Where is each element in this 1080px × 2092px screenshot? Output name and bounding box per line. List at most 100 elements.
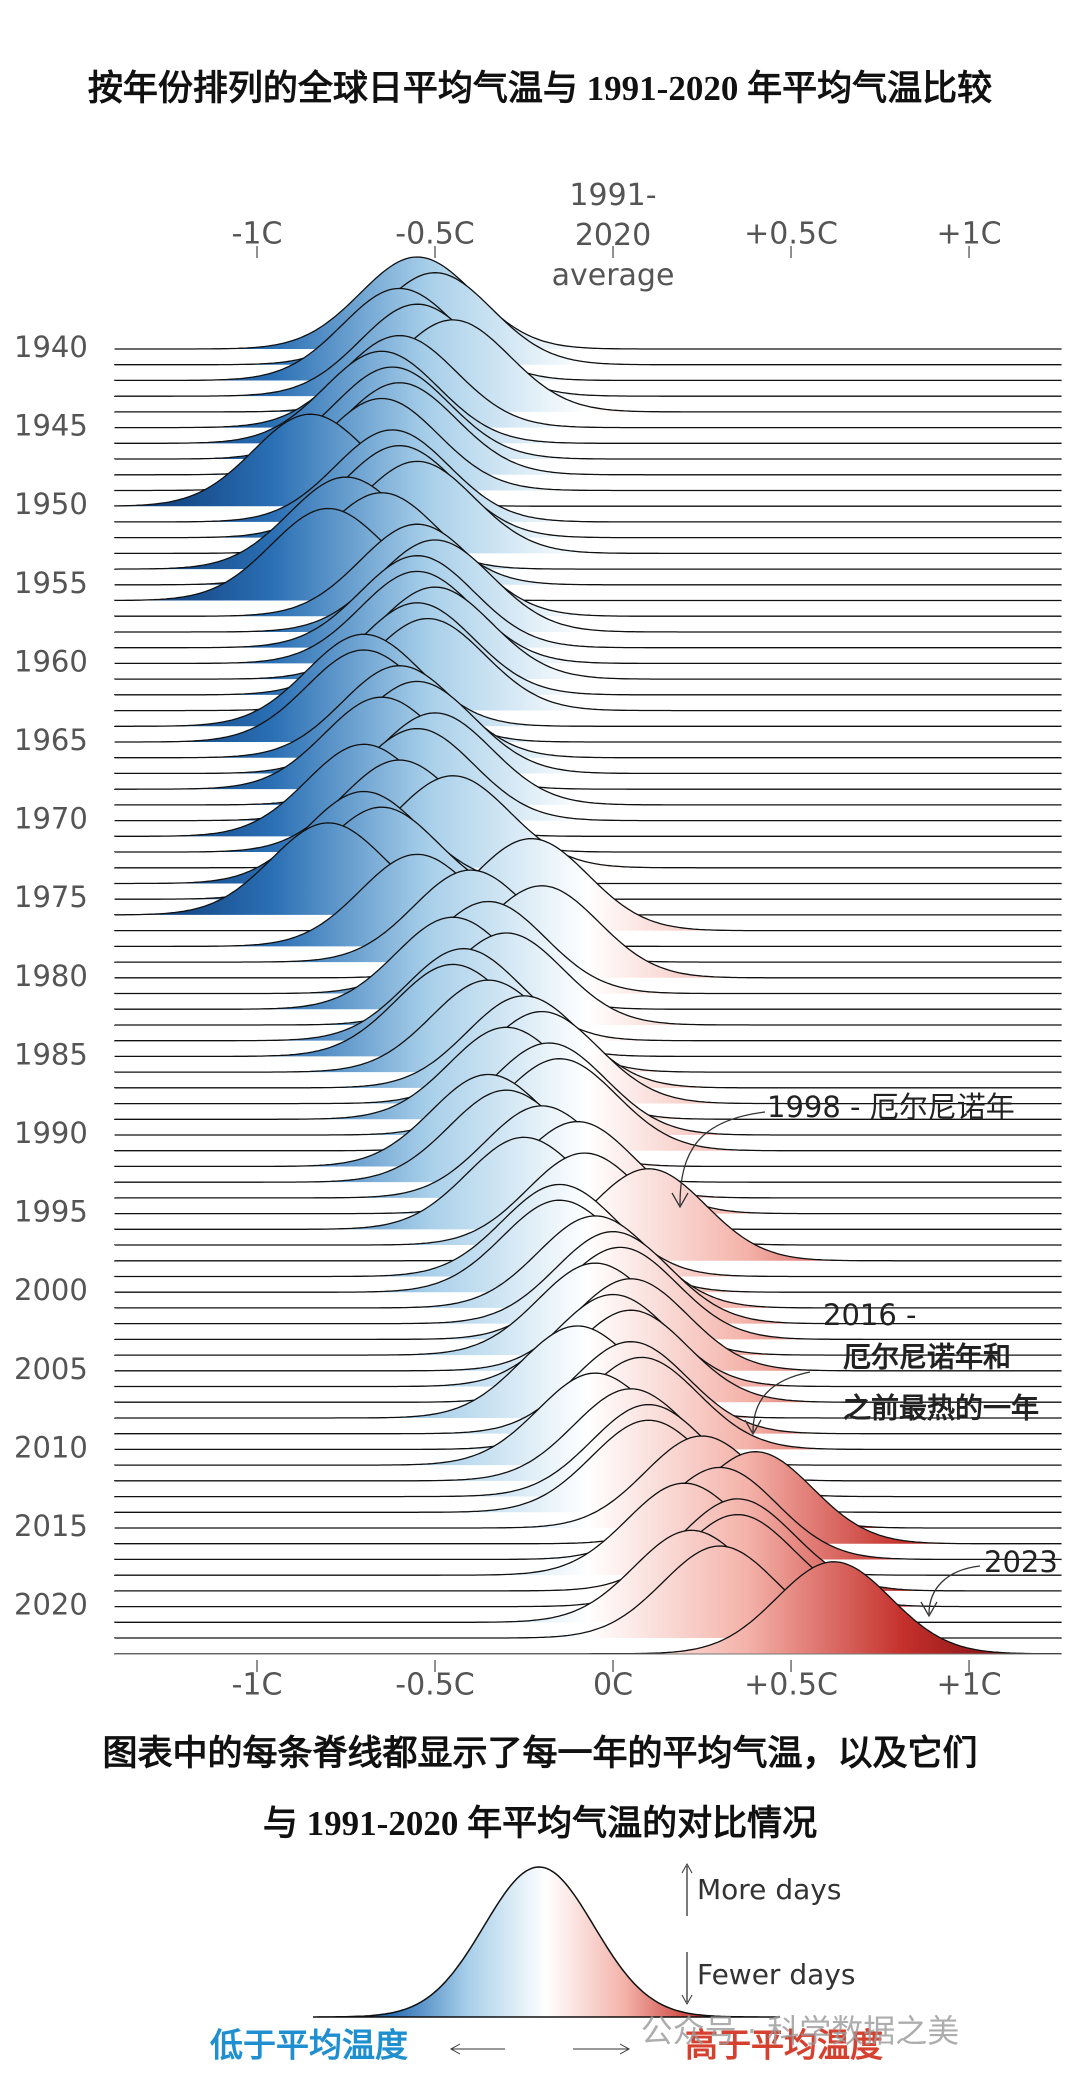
ridge-line: [113, 413, 1062, 507]
ridge-line: [113, 1372, 1062, 1466]
legend-arrow: [681, 1994, 693, 2006]
ridge-line: [113, 1451, 1062, 1545]
ridge-line: [113, 1246, 1062, 1341]
ridge-line: [113, 1388, 1062, 1482]
y-tick-label: 1995: [14, 1195, 88, 1229]
ridge-line: [113, 1262, 1062, 1356]
subtitle: 图表中的每条脊线都显示了每一年的平均气温，以及它们: [102, 1734, 977, 1773]
ridges: [113, 256, 1062, 1655]
ridge: [114, 1058, 1062, 1151]
annotation-arrow: [920, 1601, 938, 1618]
x2-tick-label: -1C: [232, 217, 283, 252]
x2-tick-label: 1991-2020 average: [551, 178, 675, 293]
y-tick-label: 1940: [14, 330, 88, 364]
watermark: 公众号 · 科学数据之美: [641, 2012, 960, 2050]
ridge-line: [113, 1403, 1062, 1498]
y-tick-label: 2015: [14, 1509, 88, 1543]
ridge-line: [113, 1152, 1062, 1246]
ridge-line: [113, 350, 1062, 444]
ridge-line: [113, 837, 1062, 932]
ridge-line: [113, 743, 1062, 837]
x-tick-label: -0.5C: [395, 1668, 474, 1703]
legend-text: Fewer days: [697, 1958, 855, 1991]
annotation: 厄尔尼诺年和: [843, 1340, 1011, 1373]
y-tick-label: 1980: [14, 959, 88, 993]
ridge-line: [113, 319, 1062, 413]
y-tick-label: 1990: [14, 1116, 88, 1150]
ridge: [114, 288, 1062, 381]
ridge: [114, 901, 1062, 994]
ridge-line: [114, 1120, 1062, 1215]
legend-above: 高于平均温度: [685, 2028, 883, 2065]
ridge-line: [114, 649, 1062, 743]
y-tick-label: 1985: [14, 1037, 88, 1071]
ridge-line: [114, 1042, 1062, 1136]
ridge-line: [113, 900, 1062, 995]
annotation: 2023: [984, 1545, 1058, 1579]
ridge: [114, 854, 1062, 947]
ridge-line: [113, 555, 1062, 649]
ridge: [114, 1483, 1062, 1576]
ridge-line: [113, 932, 1062, 1026]
ridge-line: [113, 1325, 1062, 1419]
ridge-line: [113, 1183, 1062, 1278]
ridge-line: [113, 586, 1062, 680]
x-tick-label: -1C: [232, 1668, 283, 1703]
x2-tick-label: +0.5C: [744, 217, 838, 252]
ridge-line: [113, 696, 1062, 790]
ridge-line: [114, 885, 1062, 979]
y-tick-label: 1955: [14, 566, 88, 600]
y-tick-label: 2005: [14, 1352, 88, 1386]
legend-arrow: [619, 2043, 631, 2055]
annotation: 1998 - 厄尔尼诺年: [767, 1090, 1015, 1124]
x-tick-label: +1C: [936, 1668, 1001, 1703]
ridge-line: [113, 1341, 1062, 1435]
ridge-line: [113, 272, 1062, 366]
y-tick-label: 2000: [14, 1273, 88, 1307]
x2-tick-label: -0.5C: [395, 217, 474, 252]
annotation-arrow: [928, 1565, 981, 1615]
y-tick-label: 1965: [14, 723, 88, 757]
y-tick-label: 1960: [14, 644, 88, 678]
ridge: [114, 1404, 1062, 1497]
annotation: 之前最热的一年: [843, 1391, 1039, 1424]
ridge-line: [113, 1010, 1062, 1105]
ridge-line: [114, 1435, 1062, 1529]
ridge: [114, 1451, 1062, 1544]
ridge-line: [114, 1199, 1062, 1293]
ridge: [114, 933, 1062, 1025]
ridge: [114, 838, 1062, 931]
ridge-line: [113, 507, 1062, 602]
ridge: [114, 1388, 1062, 1481]
x2-tick-label: +1C: [936, 217, 1001, 252]
ridge: [114, 1420, 1062, 1513]
y-tick-label: 1945: [14, 409, 88, 443]
chart-title: 按年份排列的全球日平均气温与 1991-2020 年平均气温比较: [88, 68, 992, 108]
ridge-line: [113, 1293, 1062, 1388]
ridge: [114, 1561, 1062, 1654]
ridge-line: [113, 287, 1062, 382]
legend-curve: [313, 1866, 780, 2018]
annotation-arrow: [752, 1371, 811, 1433]
ridge-line: [113, 1419, 1062, 1513]
ridge-line: [113, 665, 1062, 759]
ridge-line: [114, 570, 1062, 665]
x-tick-label: 0C: [593, 1668, 633, 1703]
ridge-line: [114, 334, 1062, 429]
ridge: [114, 304, 1062, 397]
ridge: [114, 885, 1062, 978]
ridge-line: [113, 759, 1062, 853]
legend-text: More days: [697, 1873, 841, 1906]
ridge-line: [113, 1058, 1062, 1152]
ridge-line: [113, 1230, 1062, 1325]
legend-arrow: [449, 2043, 461, 2055]
ridge-line: [114, 256, 1062, 350]
y-tick-label: 1970: [14, 802, 88, 836]
annotation-arrow: [679, 1111, 766, 1206]
ridge-line: [113, 303, 1062, 397]
ridge: [114, 524, 1062, 617]
ridge-line: [113, 539, 1062, 633]
ridge: [114, 1011, 1062, 1104]
ridge: [114, 822, 1062, 915]
